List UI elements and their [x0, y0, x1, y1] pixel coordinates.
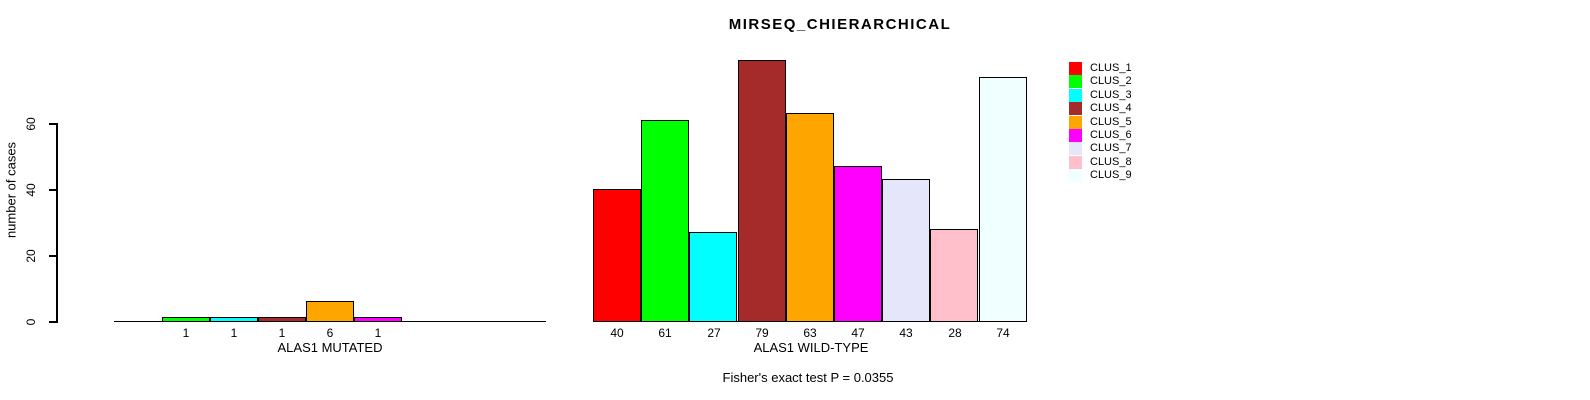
legend-label: CLUS_3: [1090, 89, 1132, 101]
y-tick-mark: [49, 123, 56, 125]
bar-value-label: 63: [803, 326, 817, 340]
chart-title: MIRSEQ_CHIERARCHICAL: [728, 16, 952, 33]
bar-clus_6: [354, 317, 402, 322]
bar-value-label: 79: [755, 326, 769, 340]
legend-swatch: [1069, 129, 1082, 142]
y-tick-label: 20: [24, 249, 38, 263]
bar-value-label: 1: [230, 326, 238, 340]
legend-item: CLUS_5: [1069, 116, 1132, 129]
x-axis-label-mutated: ALAS1 MUTATED: [277, 340, 383, 355]
legend-swatch: [1069, 62, 1082, 75]
legend-item: CLUS_3: [1069, 89, 1132, 102]
legend-swatch: [1069, 89, 1082, 102]
bar-clus_4: [258, 317, 306, 322]
bar-clus_3: [689, 232, 737, 322]
bar-clus_3: [210, 317, 258, 322]
bar-value-label: 28: [948, 326, 962, 340]
legend-swatch: [1069, 156, 1082, 169]
legend-label: CLUS_1: [1090, 62, 1132, 74]
y-axis-line: [56, 123, 58, 323]
legend-item: CLUS_8: [1069, 156, 1132, 169]
bar-clus_5: [306, 301, 354, 322]
bar-clus_5: [786, 113, 834, 322]
legend-swatch: [1069, 169, 1082, 182]
bar-value-label: 40: [610, 326, 624, 340]
bar-clus_9: [979, 77, 1027, 322]
bar-value-label: 1: [278, 326, 286, 340]
bar-value-label: 74: [996, 326, 1010, 340]
bar-clus_1: [593, 189, 641, 322]
bar-value-label: 43: [899, 326, 913, 340]
y-tick-label: 0: [24, 318, 38, 326]
bar-value-label: 61: [658, 326, 672, 340]
bar-value-label: 1: [182, 326, 190, 340]
legend-label: CLUS_8: [1090, 156, 1132, 168]
y-tick-mark: [49, 189, 56, 191]
bar-value-label: 6: [326, 326, 334, 340]
legend-swatch: [1069, 142, 1082, 155]
x-axis-label-wildtype: ALAS1 WILD-TYPE: [753, 340, 869, 355]
bar-value-label: 47: [851, 326, 865, 340]
legend-label: CLUS_5: [1090, 116, 1132, 128]
legend-swatch: [1069, 102, 1082, 115]
legend-label: CLUS_2: [1090, 75, 1132, 87]
bar-clus_7: [882, 179, 930, 322]
legend-item: CLUS_2: [1069, 75, 1132, 88]
y-axis-title: number of cases: [3, 141, 19, 239]
bar-clus_2: [162, 317, 210, 322]
legend-label: CLUS_9: [1090, 169, 1132, 181]
legend-item: CLUS_9: [1069, 169, 1132, 182]
y-tick-mark: [49, 321, 56, 323]
legend-item: CLUS_4: [1069, 102, 1132, 115]
bar-clus_8: [930, 229, 978, 322]
fisher-test-footnote: Fisher's exact test P = 0.0355: [722, 370, 894, 385]
bar-value-label: 1: [374, 326, 382, 340]
legend-item: CLUS_6: [1069, 129, 1132, 142]
legend-item: CLUS_1: [1069, 62, 1132, 75]
bar-clus_2: [641, 120, 689, 322]
y-tick-mark: [49, 255, 56, 257]
y-tick-label: 60: [24, 117, 38, 131]
legend-label: CLUS_6: [1090, 129, 1132, 141]
legend-swatch: [1069, 75, 1082, 88]
legend-label: CLUS_4: [1090, 102, 1132, 114]
bar-value-label: 27: [707, 326, 721, 340]
bar-clus_4: [738, 60, 786, 322]
bar-clus_6: [834, 166, 882, 322]
y-tick-label: 40: [24, 183, 38, 197]
legend-item: CLUS_7: [1069, 142, 1132, 155]
legend-label: CLUS_7: [1090, 142, 1132, 154]
legend-swatch: [1069, 116, 1082, 129]
